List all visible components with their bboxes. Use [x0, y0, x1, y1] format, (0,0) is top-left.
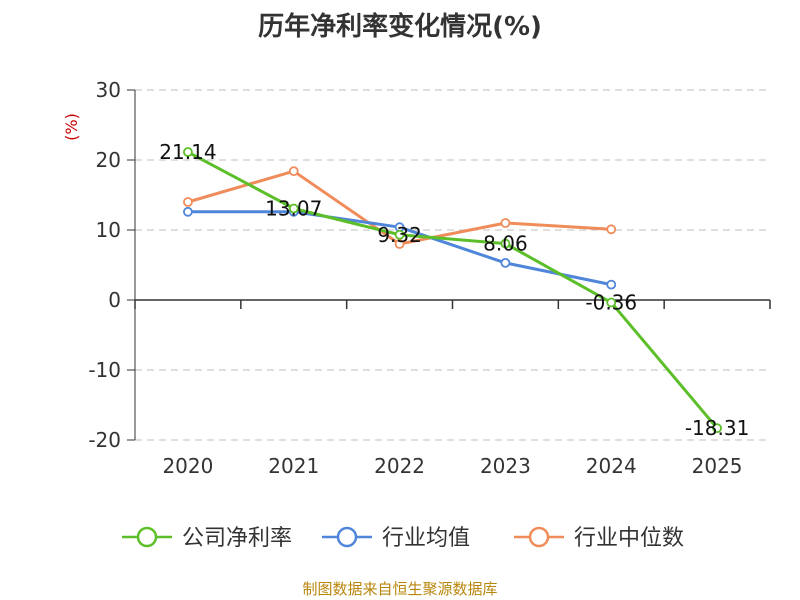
y-tick-label-4: -10	[88, 358, 121, 382]
y-tick-label-2: 10	[96, 218, 121, 242]
series-2-point-2022	[394, 239, 405, 249]
y-tick-label-5: -20	[88, 428, 121, 452]
data-label-2024: -0.36	[585, 291, 637, 315]
y-tick-label-0: 30	[96, 78, 121, 102]
series-0-point-2022	[394, 229, 405, 240]
series-line-0	[187, 150, 719, 430]
series-2-point-2020	[183, 197, 193, 207]
axis-layer: 30 20 10 0 -10 -20 2020 2021 2022 2023 2024 2025	[88, 78, 771, 478]
series-2-point-2024	[606, 224, 617, 235]
source-footer: 制图数据来自恒生聚源数据库	[302, 580, 498, 598]
y-tick-label-3: 0	[108, 288, 121, 312]
data-label-2025: -18.31	[685, 416, 749, 440]
x-tick-label-2024: 2024	[586, 454, 637, 478]
data-label-2020: 21.14	[159, 140, 216, 164]
data-label-2021: 13.07	[265, 197, 322, 221]
x-tick-label-2022: 2022	[374, 454, 425, 478]
series-2-point-2023	[500, 218, 511, 228]
x-tick-label-2021: 2021	[268, 454, 319, 478]
x-tick-label-2025: 2025	[692, 454, 743, 478]
legend-label-2: 行业中位数	[574, 526, 684, 551]
series-layer	[183, 147, 722, 434]
legend-swatch-marker-2	[528, 526, 550, 548]
grid-layer	[135, 89, 770, 441]
data-label-layer: 21.14 13.07 9.32 8.06 -0.36 -18.31	[159, 140, 749, 440]
series-0-point-2020	[183, 147, 193, 157]
x-tick-label-2023: 2023	[480, 454, 531, 478]
legend-swatch-marker-1	[336, 526, 358, 548]
legend: 公司净利率 行业均值 行业中位数	[122, 526, 684, 551]
series-0-point-2024	[606, 297, 617, 308]
series-1-point-2020	[183, 206, 193, 217]
chart-title: 历年净利率变化情况(%)	[258, 12, 542, 42]
series-0-point-2025	[712, 423, 722, 434]
legend-label-0: 公司净利率	[182, 526, 292, 551]
legend-swatch-marker-0	[136, 526, 158, 548]
y-tick-label-1: 20	[96, 148, 121, 172]
data-label-2022: 9.32	[377, 223, 422, 247]
series-2-point-2021	[288, 166, 299, 177]
y-axis-label: (%)	[62, 113, 81, 141]
series-1-point-2024	[606, 279, 617, 290]
series-0-point-2023	[500, 238, 511, 249]
series-0-point-2021	[288, 203, 299, 214]
data-label-2023: 8.06	[483, 232, 528, 256]
legend-label-1: 行业均值	[382, 526, 470, 551]
x-tick-label-2020: 2020	[162, 454, 213, 478]
series-1-point-2023	[500, 257, 511, 268]
